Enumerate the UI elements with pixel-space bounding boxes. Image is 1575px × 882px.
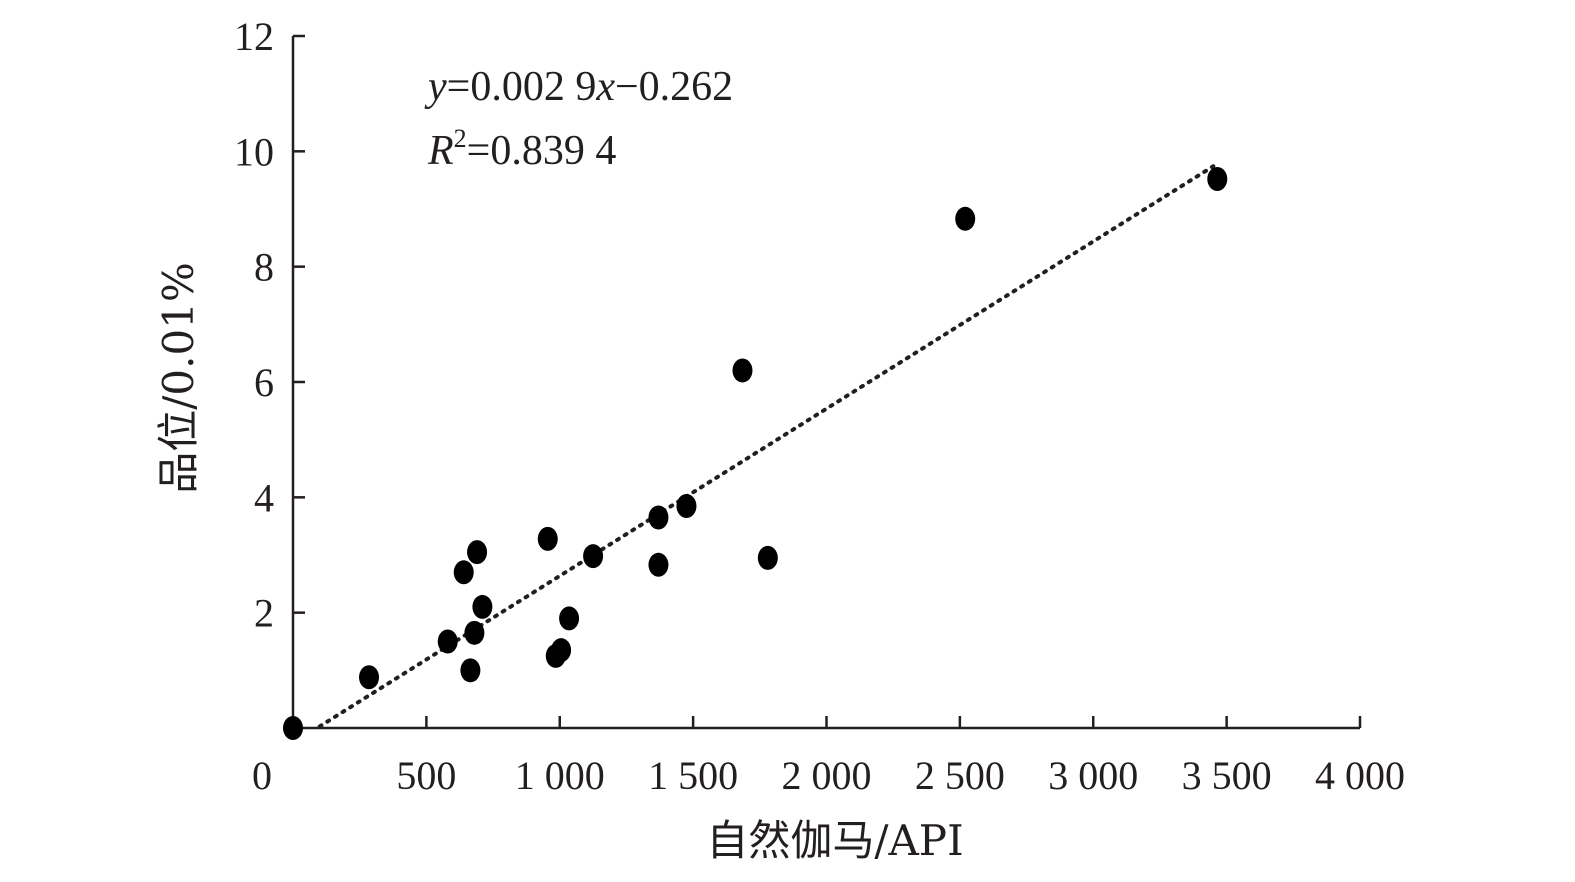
x-tick-label: 1 000 [515, 753, 605, 798]
data-point [467, 540, 488, 565]
r-squared-var: R [427, 128, 454, 174]
y-tick-label: 12 [234, 14, 274, 59]
r-squared-superscript: 2 [454, 124, 467, 153]
data-point [559, 606, 580, 631]
y-tick-label: 4 [254, 475, 274, 520]
x-tick-label: 3 000 [1048, 753, 1138, 798]
r-squared: R2=0.839 4 [427, 124, 616, 174]
data-point [1207, 167, 1228, 192]
equation-mid: =0.002 9 [447, 64, 597, 110]
data-point [551, 638, 572, 663]
origin-label: 0 [252, 753, 272, 798]
equation-x-var: x [595, 64, 615, 110]
y-tick-label: 2 [254, 591, 274, 636]
y-tick-label: 6 [254, 360, 274, 405]
y-ticks: 2 4 6 8 10 12 [234, 14, 305, 636]
y-axis-title: 品位/0.01% [154, 262, 203, 494]
x-tick-label: 2 000 [782, 753, 872, 798]
equation-end: −0.262 [615, 64, 733, 110]
x-ticks: 500 1 000 1 500 2 000 2 500 3 000 3 500 4 000 [396, 716, 1405, 798]
trend-equation: y=0.002 9x−0.262 [424, 64, 733, 110]
data-point [453, 560, 474, 585]
data-points [283, 167, 1228, 740]
data-point [732, 358, 753, 383]
data-point [648, 552, 669, 577]
data-point [757, 545, 778, 570]
data-point [955, 206, 976, 231]
data-point [437, 629, 458, 654]
data-point [472, 594, 493, 619]
data-point [676, 493, 697, 518]
x-tick-label: 4 000 [1315, 753, 1405, 798]
x-tick-label: 1 500 [648, 753, 738, 798]
y-tick-label: 10 [234, 129, 274, 174]
x-tick-label: 2 500 [915, 753, 1005, 798]
data-point [583, 544, 604, 569]
data-point [283, 716, 303, 740]
y-tick-label: 8 [254, 245, 274, 290]
x-tick-label: 3 500 [1182, 753, 1272, 798]
data-point [537, 526, 558, 551]
data-point [464, 620, 485, 645]
data-point [460, 658, 481, 683]
data-point [359, 665, 380, 690]
r-squared-value: =0.839 4 [467, 128, 617, 174]
equation-y-var: y [424, 64, 447, 110]
x-axis-title: 自然伽马/API [706, 816, 963, 865]
x-tick-label: 500 [396, 753, 456, 798]
data-point [648, 505, 669, 530]
